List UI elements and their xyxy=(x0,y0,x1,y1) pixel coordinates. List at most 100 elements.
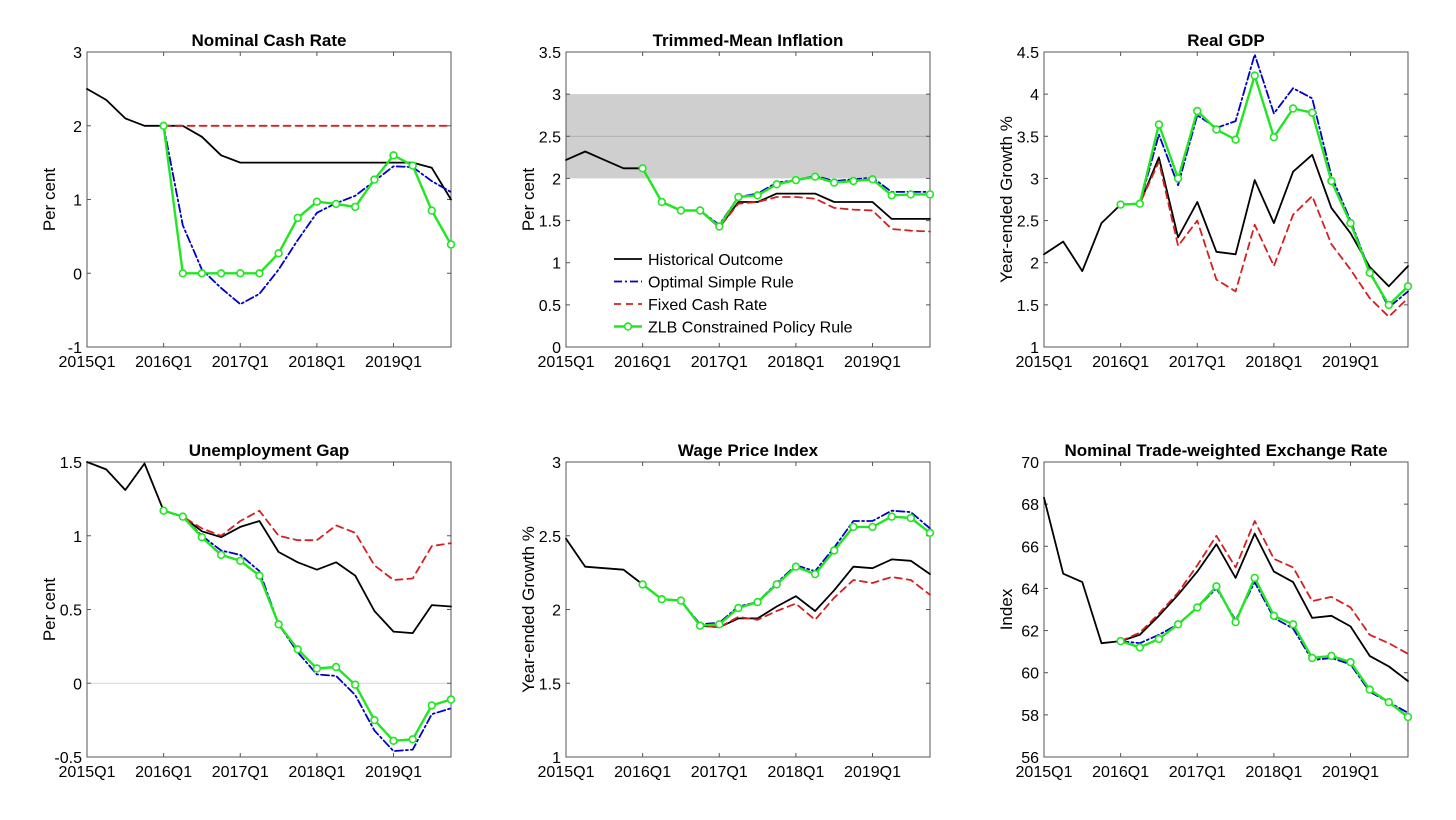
data-point-zlb xyxy=(1231,135,1240,144)
data-point-zlb xyxy=(849,176,858,186)
data-point-zlb xyxy=(1212,582,1221,591)
data-point-zlb xyxy=(293,645,302,654)
data-point-zlb xyxy=(274,249,283,258)
x-tick-label: 2019Q1 xyxy=(844,764,901,781)
panel-6: 56 58 60 62 64 66 68 70 2015Q1 2016Q1 2017Q1 2018Q1… xyxy=(997,441,1413,781)
y-tick-label: 4 xyxy=(1030,87,1039,104)
axes-box xyxy=(1043,461,1409,758)
data-point-zlb xyxy=(1135,643,1145,652)
series-line-optimal xyxy=(162,509,452,752)
data-point-zlb xyxy=(772,580,781,589)
y-tick-label: 3 xyxy=(73,45,82,62)
data-point-zlb xyxy=(849,522,858,532)
x-tick-label: 2018Q1 xyxy=(1245,354,1302,371)
data-point-zlb xyxy=(408,161,417,170)
data-point-zlb xyxy=(446,240,456,249)
data-point-zlb xyxy=(1403,282,1413,291)
data-point-zlb xyxy=(197,532,207,542)
axes-box xyxy=(86,461,452,758)
panel-title: Wage Price Index xyxy=(678,441,819,460)
data-point-zlb xyxy=(657,197,666,207)
panel-4: -0.5 0 0.5 1 1.5 2015Q1 2016Q1 2017Q1 2018Q1 2019… xyxy=(40,441,456,781)
data-point-zlb xyxy=(351,202,360,212)
data-point-zlb xyxy=(791,562,801,571)
data-point-zlb xyxy=(695,206,705,215)
data-point-zlb xyxy=(1307,108,1317,117)
data-point-zlb xyxy=(370,175,379,184)
y-tick-label: 70 xyxy=(1021,455,1039,472)
panel-3: 1 1.5 2 2.5 3 3.5 4 4.5 2015Q1 2016Q1 2017Q1 2018Q1… xyxy=(997,31,1413,371)
data-point-zlb xyxy=(370,715,379,725)
data-point-zlb xyxy=(753,597,762,607)
data-point-zlb xyxy=(1173,174,1183,183)
y-tick-label: 68 xyxy=(1021,497,1039,514)
data-point-zlb xyxy=(829,178,839,187)
panel-title: Trimmed-Mean Inflation xyxy=(653,31,844,50)
data-point-zlb xyxy=(715,620,724,629)
legend-entry: Fixed Cash Rate xyxy=(648,297,767,314)
series-line-fixed xyxy=(1119,520,1409,655)
legend-marker-zlb xyxy=(623,322,633,331)
x-tick-label: 2018Q1 xyxy=(767,764,824,781)
data-point-zlb xyxy=(178,512,188,521)
axes-box xyxy=(1043,51,1409,348)
x-tick-label: 2015Q1 xyxy=(538,354,595,371)
y-tick-label: 1.5 xyxy=(1017,298,1039,315)
data-point-zlb xyxy=(1403,712,1413,722)
series-line-optimal xyxy=(162,124,452,306)
data-point-zlb xyxy=(389,736,398,745)
data-point-zlb xyxy=(1154,120,1164,129)
data-point-zlb xyxy=(236,269,245,278)
y-tick-label: 0 xyxy=(73,266,82,283)
data-point-zlb xyxy=(331,662,341,672)
y-tick-label: 1.5 xyxy=(539,676,561,693)
series-line-zlb xyxy=(641,515,932,627)
x-tick-label: 2019Q1 xyxy=(365,764,422,781)
legend-entry: ZLB Constrained Policy Rule xyxy=(648,320,853,337)
series-line-historical xyxy=(86,88,452,201)
data-point-zlb xyxy=(1135,199,1145,208)
y-tick-label: 2 xyxy=(552,171,561,188)
y-axis-label: Per cent xyxy=(40,578,59,642)
legend: Historical Outcome Optimal Simple Rule Fix… xyxy=(614,252,853,337)
y-tick-label: 3.5 xyxy=(1017,129,1039,146)
series-line-zlb xyxy=(1119,74,1410,307)
y-axis-label: Year-ended Growth % xyxy=(519,526,538,693)
data-point-zlb xyxy=(868,175,877,184)
panel-1: -1 0 1 2 3 2015Q1 2016Q1 2017Q1 2018Q1 2019Q1 Nomi… xyxy=(40,31,456,371)
data-point-zlb xyxy=(1193,603,1202,612)
x-tick-label: 2016Q1 xyxy=(135,354,192,371)
data-point-zlb xyxy=(810,172,820,181)
data-point-zlb xyxy=(351,680,360,689)
series-line-historical xyxy=(86,461,452,634)
y-tick-label: 1 xyxy=(1030,340,1039,357)
data-point-zlb xyxy=(274,620,283,629)
axes-box xyxy=(565,51,931,348)
y-tick-label: 4.5 xyxy=(1017,45,1039,62)
x-tick-label: 2015Q1 xyxy=(538,764,595,781)
y-axis-label: Year-ended Growth % xyxy=(997,116,1016,283)
data-point-zlb xyxy=(1384,300,1394,310)
x-tick-label: 2015Q1 xyxy=(1016,764,1073,781)
panel-2: 0 0.5 1 1.5 2 2.5 3 3.5 2015Q1 2016Q1 2017Q1 2018Q1… xyxy=(519,31,935,371)
x-tick-label: 2019Q1 xyxy=(844,354,901,371)
legend-entry: Optimal Simple Rule xyxy=(648,275,794,292)
series-line-zlb xyxy=(162,124,453,275)
y-tick-label: 3.5 xyxy=(539,45,561,62)
data-point-zlb xyxy=(887,191,896,200)
data-point-zlb xyxy=(446,695,456,704)
data-point-zlb xyxy=(638,580,647,589)
data-point-zlb xyxy=(255,269,264,278)
x-tick-label: 2016Q1 xyxy=(1092,764,1149,781)
data-point-zlb xyxy=(1365,685,1374,694)
y-tick-label: -0.5 xyxy=(54,750,82,767)
series-line-fixed xyxy=(162,509,452,581)
x-tick-label: 2017Q1 xyxy=(1169,354,1226,371)
data-point-zlb xyxy=(1288,104,1298,113)
series-line-historical xyxy=(1043,496,1409,682)
y-tick-label: 66 xyxy=(1021,539,1039,556)
y-tick-label: 0 xyxy=(552,340,561,357)
x-tick-label: 2015Q1 xyxy=(1016,354,1073,371)
x-tick-label: 2017Q1 xyxy=(1169,764,1226,781)
